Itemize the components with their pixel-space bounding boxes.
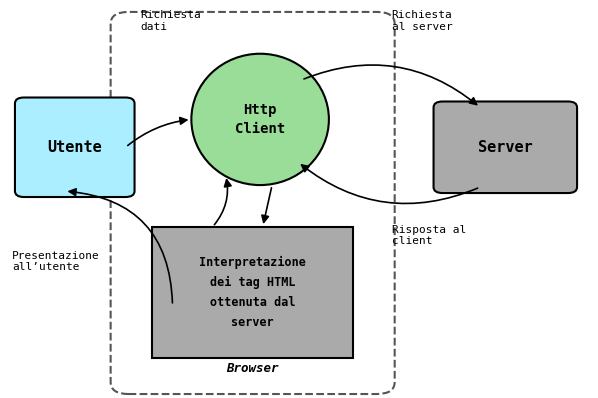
FancyBboxPatch shape (15, 98, 135, 197)
Text: Presentazione
all’utente: Presentazione all’utente (12, 251, 100, 272)
Text: Utente: Utente (47, 140, 102, 155)
Text: Http
Client: Http Client (235, 103, 285, 136)
Text: Browser: Browser (227, 362, 279, 375)
Text: Risposta al
client: Risposta al client (392, 225, 466, 246)
Text: Interpretazione
dei tag HTML
ottenuta dal
server: Interpretazione dei tag HTML ottenuta da… (199, 256, 306, 329)
Text: Richiesta
al server: Richiesta al server (392, 10, 453, 31)
FancyBboxPatch shape (434, 101, 577, 193)
Text: Richiesta
dati: Richiesta dati (141, 10, 202, 31)
FancyBboxPatch shape (152, 227, 353, 358)
Text: Server: Server (478, 140, 533, 155)
Ellipse shape (191, 54, 329, 185)
